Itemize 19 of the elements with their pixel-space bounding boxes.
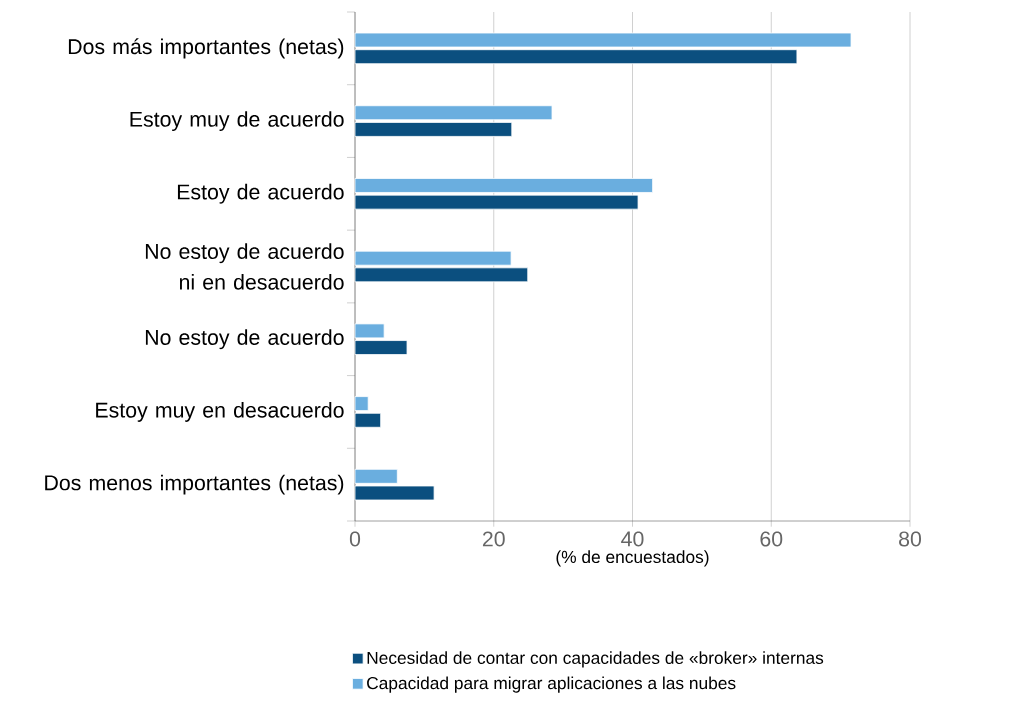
y-tick-label: Estoy muy de acuerdo [130, 111, 344, 132]
y-tick-label: Estoy muy en desacuerdo [96, 402, 344, 422]
x-tick-label: 20 [482, 531, 505, 547]
y-tick-label: No estoy de acuerdo [145, 329, 344, 350]
legend-label: Necesidad de contar con capacidades de «broker» internas [367, 651, 824, 668]
x-tick-label: 0 [349, 531, 361, 547]
y-tick-label: Dos más importantes (netas) [68, 38, 344, 59]
bar [354, 105, 553, 121]
y-tick-label: No estoy de acuerdo ni en desacuerdo [145, 243, 344, 290]
x-tick-label: 60 [760, 531, 783, 547]
x-tick-label: 80 [899, 531, 922, 547]
bar [354, 412, 382, 428]
x-tick-label: 40 [621, 531, 644, 547]
y-tick-label: Dos menos importantes (netas) [45, 474, 344, 495]
bar [354, 122, 513, 137]
legend-label: Capacidad para migrar aplicaciones a las nubes [367, 676, 736, 693]
bar [354, 396, 369, 412]
x-axis-title: (% de encuestados) [556, 550, 709, 567]
y-tick-label: Estoy de acuerdo [177, 183, 344, 204]
